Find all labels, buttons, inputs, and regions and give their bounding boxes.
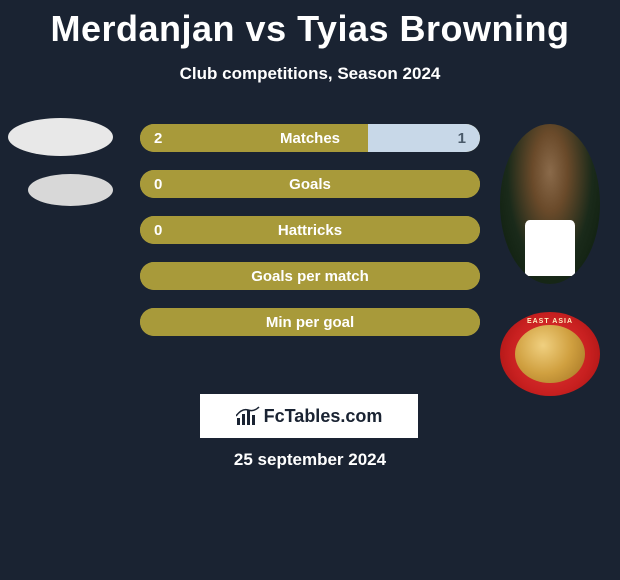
stat-bar: Goals0 — [140, 170, 480, 198]
team-right-badge-inner — [515, 325, 585, 384]
stat-bar-label: Matches — [140, 124, 480, 152]
team-right-badge-text: EAST ASIA — [500, 318, 600, 325]
stat-bar-value-left: 2 — [154, 124, 162, 152]
stat-bar: Hattricks0 — [140, 216, 480, 244]
player-left-avatar-placeholder — [8, 118, 113, 156]
stat-bar-label: Goals — [140, 170, 480, 198]
branding-box: FcTables.com — [200, 394, 418, 438]
stat-bar: Min per goal — [140, 308, 480, 336]
branding-text: FcTables.com — [264, 406, 383, 427]
stat-bar-value-left: 0 — [154, 216, 162, 244]
player-right-avatar — [500, 124, 600, 284]
comparison-title: Merdanjan vs Tyias Browning — [0, 0, 620, 50]
stat-bar: Goals per match — [140, 262, 480, 290]
stat-bar: Matches2 1 — [140, 124, 480, 152]
branding-chart-icon — [236, 406, 260, 426]
stat-bar-value-left: 0 — [154, 170, 162, 198]
stats-bars: Matches21Goals0Hattricks0Goals per match… — [140, 124, 480, 354]
stat-bar-label: Goals per match — [140, 262, 480, 290]
stat-bar-value-right: 1 — [458, 124, 466, 152]
team-left-badge-placeholder — [28, 174, 113, 206]
comparison-subtitle: Club competitions, Season 2024 — [0, 64, 620, 84]
stat-bar-label: Hattricks — [140, 216, 480, 244]
stat-bar-label: Min per goal — [140, 308, 480, 336]
team-right-badge: EAST ASIA — [500, 312, 600, 396]
date-text: 25 september 2024 — [0, 450, 620, 470]
